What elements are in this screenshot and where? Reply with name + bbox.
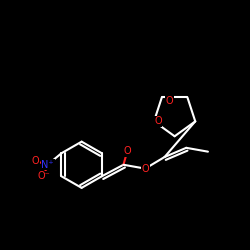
Text: O⁻: O⁻ [37,171,50,181]
Text: O: O [166,96,173,106]
Text: N⁺: N⁺ [41,160,54,170]
Text: O: O [141,164,149,173]
Text: O: O [31,156,39,166]
Text: O: O [124,146,131,156]
Text: O: O [154,116,162,126]
